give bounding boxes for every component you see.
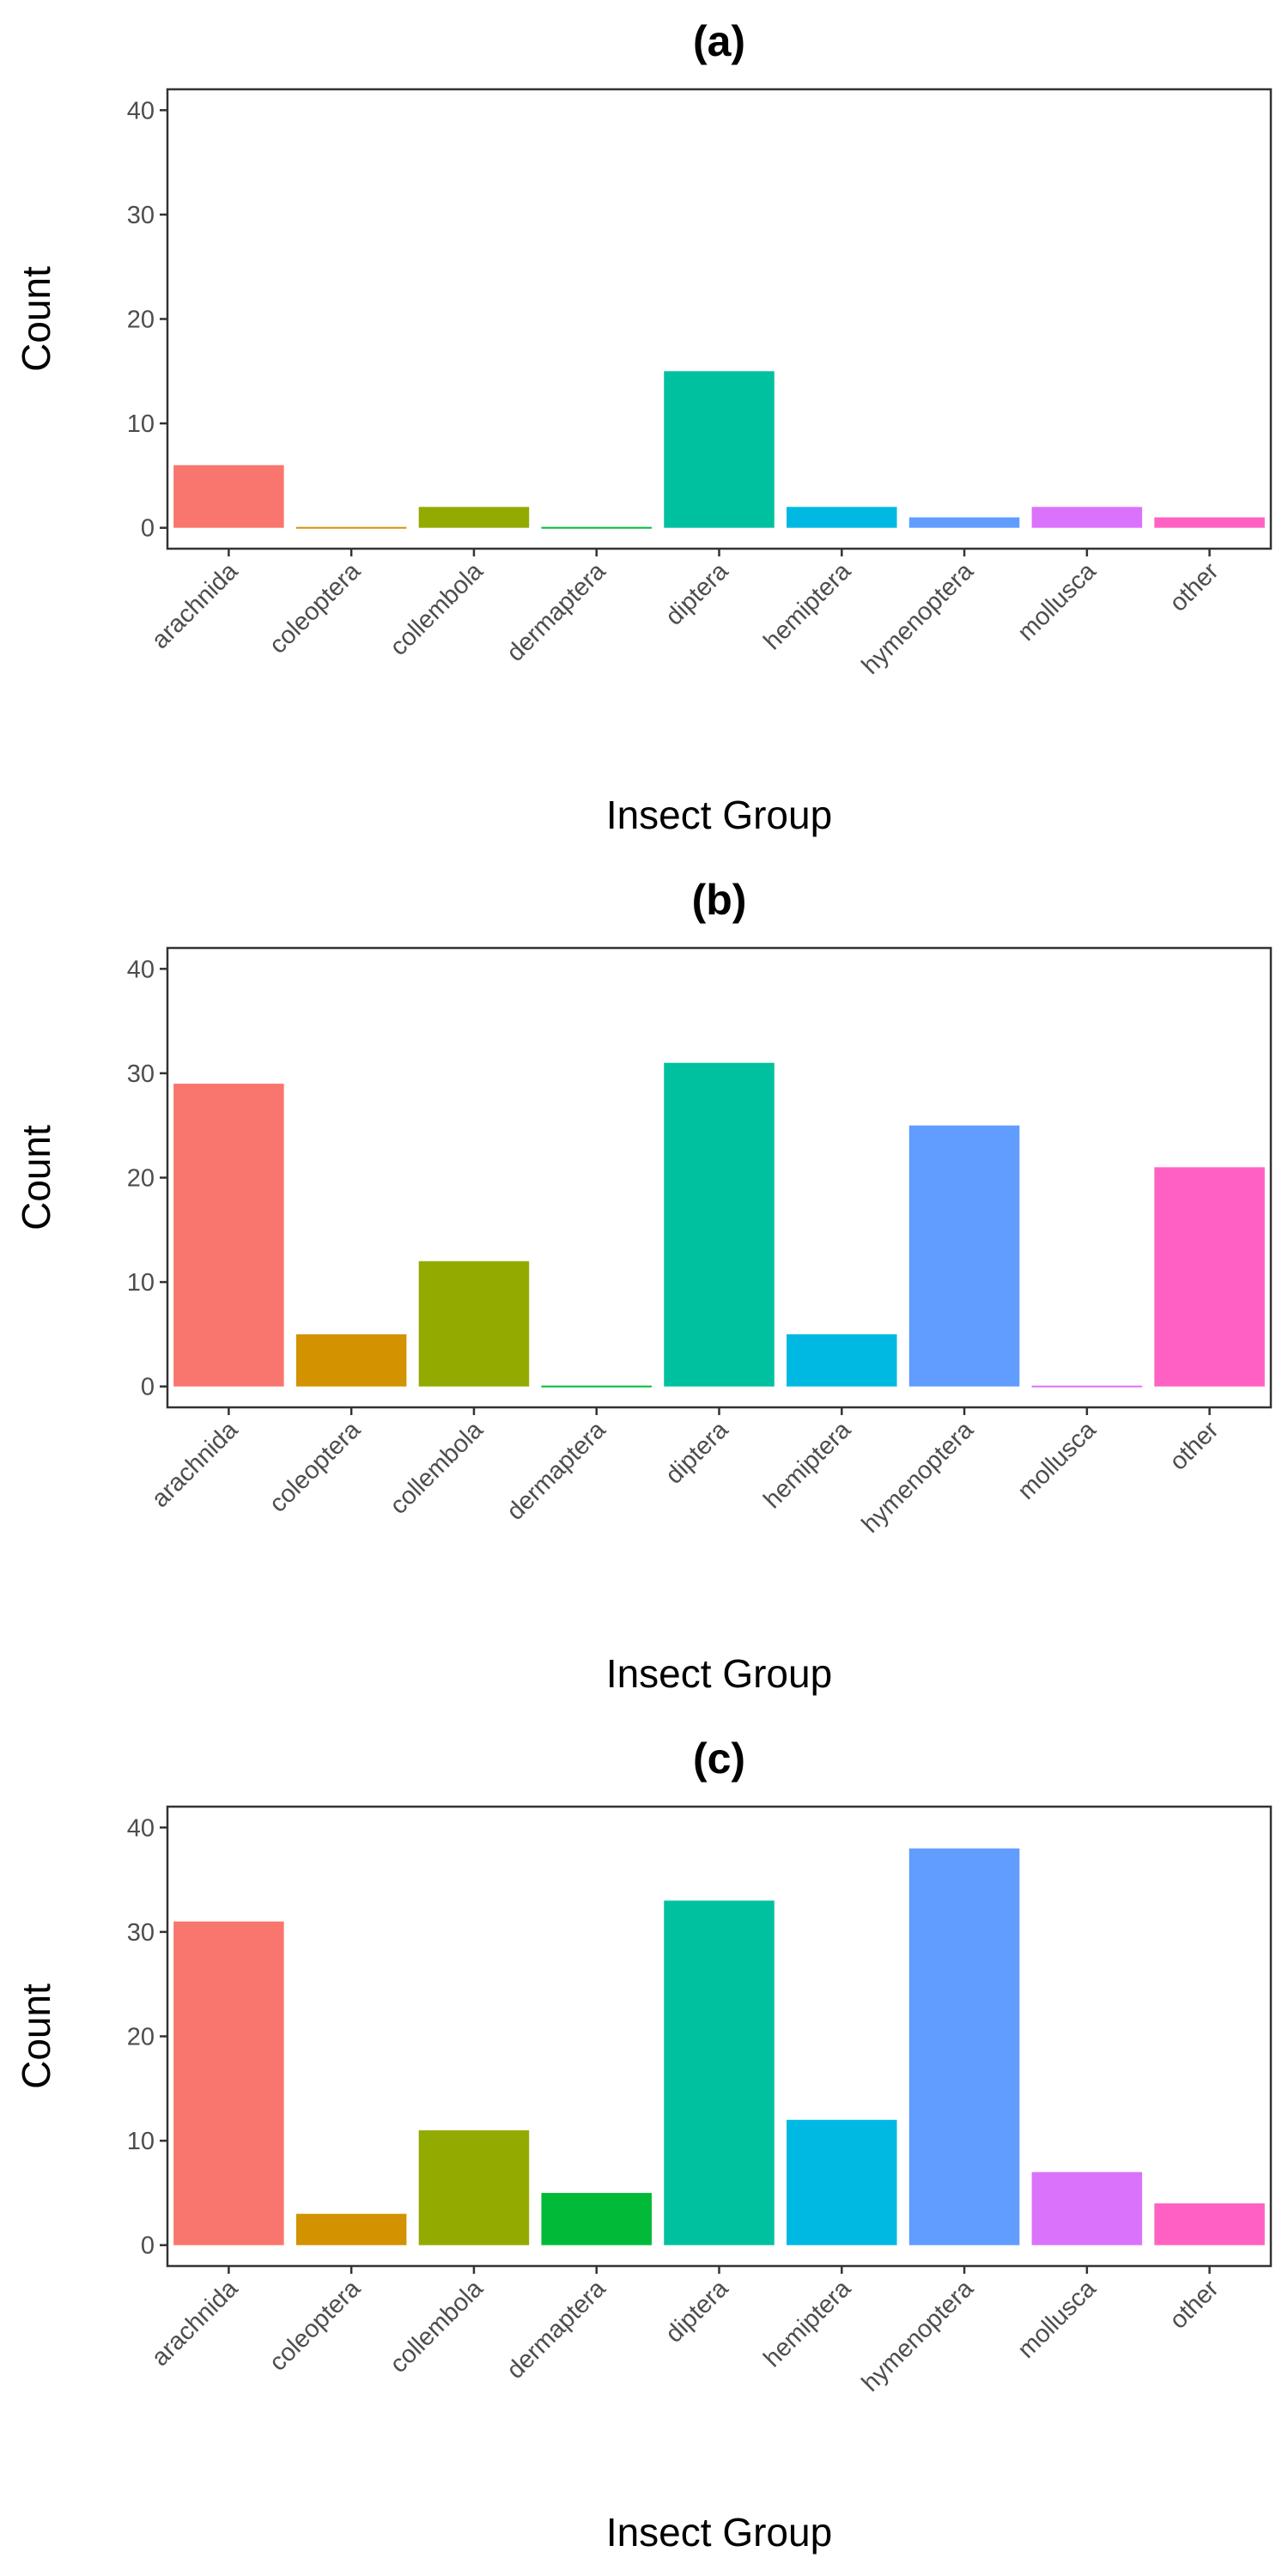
bar-collembola: collembola: 12 bbox=[418, 1261, 530, 1387]
bar-coleoptera: coleoptera: 5 bbox=[295, 1334, 407, 1387]
x-tick-label: coleoptera bbox=[264, 557, 367, 659]
y-tick-label: 30 bbox=[127, 1060, 155, 1088]
x-tick-label: diptera bbox=[660, 2275, 734, 2348]
bar-hymenoptera: hymenoptera: 38 bbox=[908, 1848, 1020, 2245]
x-tick-label: other bbox=[1164, 1416, 1224, 1476]
x-tick-label: coleoptera bbox=[264, 2275, 367, 2377]
y-axis-title: Count bbox=[14, 1125, 58, 1230]
x-axis-title: Insect Group bbox=[606, 2510, 832, 2555]
bar-hemiptera: hemiptera: 5 bbox=[787, 1334, 897, 1387]
x-tick-label: collembola bbox=[385, 557, 489, 661]
x-tick-label: other bbox=[1164, 557, 1224, 617]
y-axis-title: Count bbox=[14, 266, 58, 372]
bar-collembola: collembola: 11 bbox=[418, 2129, 530, 2245]
y-tick-label: 20 bbox=[127, 1165, 155, 1193]
bar-mollusca: mollusca: 2 bbox=[1031, 507, 1143, 528]
x-axis-title: Insect Group bbox=[606, 793, 832, 837]
y-tick-label: 30 bbox=[127, 1919, 155, 1947]
y-tick-label: 20 bbox=[127, 307, 155, 334]
y-tick-label: 0 bbox=[141, 2233, 155, 2260]
x-tick-label: mollusca bbox=[1012, 2275, 1102, 2364]
y-tick-label: 10 bbox=[127, 410, 155, 438]
bar-dermaptera: dermaptera: 0 bbox=[541, 1385, 652, 1388]
bar-arachnida: arachnida: 31 bbox=[173, 1921, 284, 2245]
x-tick-label: collembola bbox=[385, 1416, 489, 1520]
x-tick-label: arachnida bbox=[147, 2275, 244, 2372]
x-tick-label: hymenoptera bbox=[857, 2275, 980, 2397]
y-tick-label: 40 bbox=[127, 956, 155, 983]
x-tick-label: hemiptera bbox=[758, 1416, 856, 1514]
y-tick-label: 0 bbox=[141, 1374, 155, 1401]
x-tick-label: hemiptera bbox=[758, 557, 856, 655]
x-tick-label: other bbox=[1164, 2275, 1224, 2335]
bar-hymenoptera: hymenoptera: 1 bbox=[908, 517, 1020, 528]
bar-mollusca: mollusca: 0 bbox=[1031, 1385, 1143, 1388]
panel-title: (b) bbox=[692, 876, 747, 924]
x-axis-title: Insect Group bbox=[606, 1651, 832, 1696]
x-tick-label: hymenoptera bbox=[857, 557, 980, 680]
y-tick-label: 10 bbox=[127, 2128, 155, 2155]
x-tick-label: dermaptera bbox=[501, 2275, 611, 2385]
x-tick-label: diptera bbox=[660, 557, 734, 631]
x-tick-label: arachnida bbox=[147, 557, 244, 654]
bar-mollusca: mollusca: 7 bbox=[1031, 2172, 1143, 2245]
bar-arachnida: arachnida: 29 bbox=[173, 1084, 284, 1387]
bar-coleoptera: coleoptera: 3 bbox=[295, 2214, 407, 2245]
chart-panel-3: (c) arachnida: 31 coleoptera: 3 collembola:… bbox=[14, 1735, 1273, 2555]
y-tick-label: 40 bbox=[127, 97, 155, 125]
bar-hemiptera: hemiptera: 12 bbox=[787, 2119, 897, 2245]
bar-hemiptera: hemiptera: 2 bbox=[787, 507, 897, 528]
x-tick-label: coleoptera bbox=[264, 1416, 367, 1518]
y-tick-label: 0 bbox=[141, 515, 155, 543]
bar-other: other: 1 bbox=[1154, 517, 1265, 528]
y-tick-label: 30 bbox=[127, 202, 155, 229]
bar-dermaptera: dermaptera: 0 bbox=[541, 526, 652, 529]
x-tick-label: arachnida bbox=[147, 1416, 244, 1513]
x-tick-label: dermaptera bbox=[501, 1416, 611, 1526]
bar-collembola: collembola: 2 bbox=[418, 507, 530, 528]
x-tick-label: mollusca bbox=[1012, 1416, 1102, 1505]
panel-title: (a) bbox=[693, 17, 745, 65]
x-tick-label: diptera bbox=[660, 1416, 734, 1490]
x-tick-label: hemiptera bbox=[758, 2275, 856, 2372]
bar-hymenoptera: hymenoptera: 25 bbox=[908, 1125, 1020, 1387]
y-tick-label: 20 bbox=[127, 2024, 155, 2051]
chart-panel-1: (a) arachnida: 6 coleoptera: 0 collembola: … bbox=[14, 17, 1273, 837]
bar-other: other: 21 bbox=[1154, 1167, 1265, 1387]
bar-diptera: diptera: 33 bbox=[664, 1900, 775, 2245]
x-tick-label: hymenoptera bbox=[857, 1416, 980, 1539]
y-axis-title: Count bbox=[14, 1984, 58, 2089]
x-tick-label: collembola bbox=[385, 2275, 489, 2379]
x-tick-label: dermaptera bbox=[501, 557, 611, 667]
bar-diptera: diptera: 31 bbox=[664, 1062, 775, 1387]
x-tick-label: mollusca bbox=[1012, 557, 1102, 647]
bar-other: other: 4 bbox=[1154, 2203, 1265, 2245]
chart-panel-2: (b) arachnida: 29coleoptera: 5collembola:… bbox=[14, 876, 1273, 1696]
bar-dermaptera: dermaptera: 5 bbox=[541, 2192, 652, 2245]
y-tick-label: 40 bbox=[127, 1814, 155, 1842]
y-tick-label: 10 bbox=[127, 1269, 155, 1297]
bar-coleoptera: coleoptera: 0 bbox=[295, 526, 407, 529]
bar-arachnida: arachnida: 6 bbox=[173, 465, 284, 528]
bar-diptera: diptera: 15 bbox=[664, 371, 775, 528]
panel-title: (c) bbox=[693, 1735, 745, 1783]
